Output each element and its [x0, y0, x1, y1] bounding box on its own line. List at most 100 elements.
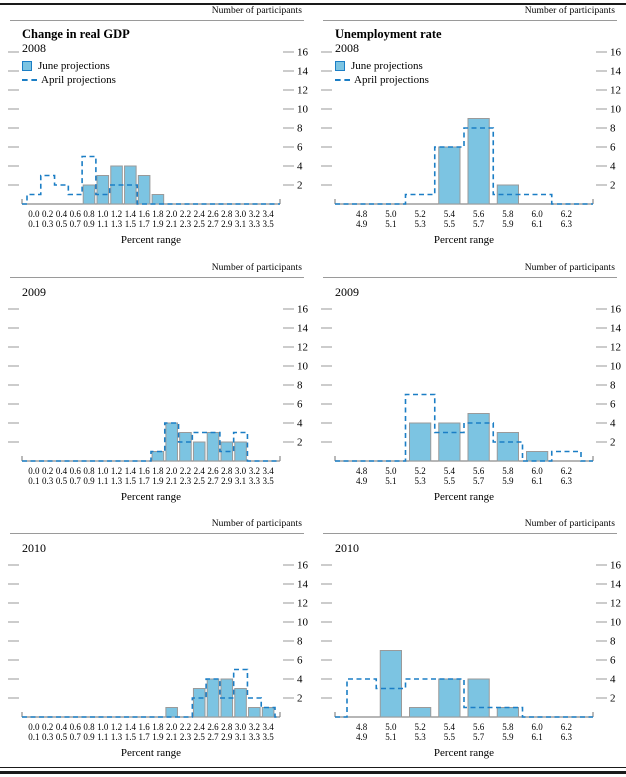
svg-text:1.7: 1.7	[138, 732, 150, 742]
svg-text:1.1: 1.1	[97, 732, 108, 742]
svg-text:1.1: 1.1	[97, 476, 108, 486]
svg-text:1.4: 1.4	[125, 209, 137, 219]
panel-overlay: Unemployment rate 2008 June projections …	[335, 28, 442, 87]
svg-text:4.9: 4.9	[356, 732, 368, 742]
panel-unemployment-2008: Number of participants Unemployment rate…	[319, 6, 621, 254]
svg-text:8: 8	[610, 123, 616, 135]
svg-text:0.5: 0.5	[56, 476, 68, 486]
svg-text:1.8: 1.8	[152, 209, 164, 219]
svg-text:0.0: 0.0	[28, 722, 40, 732]
y-axis-title: Number of participants	[524, 6, 615, 16]
svg-text:16: 16	[610, 560, 621, 572]
svg-text:2: 2	[610, 437, 616, 449]
svg-text:0.8: 0.8	[83, 209, 95, 219]
svg-text:1.9: 1.9	[152, 476, 164, 486]
svg-text:2.9: 2.9	[221, 219, 233, 229]
panel-overlay: 2010	[335, 541, 359, 555]
svg-text:16: 16	[610, 304, 621, 316]
svg-text:5.2: 5.2	[415, 466, 426, 476]
svg-text:3.5: 3.5	[262, 476, 274, 486]
svg-text:2.2: 2.2	[180, 209, 191, 219]
svg-text:1.8: 1.8	[152, 466, 164, 476]
svg-text:6.2: 6.2	[561, 722, 572, 732]
svg-text:10: 10	[610, 617, 621, 629]
svg-text:3.1: 3.1	[235, 476, 246, 486]
svg-text:0.3: 0.3	[42, 476, 54, 486]
svg-text:1.2: 1.2	[111, 722, 122, 732]
svg-text:5.1: 5.1	[385, 219, 396, 229]
svg-text:6.0: 6.0	[532, 466, 544, 476]
svg-text:6.3: 6.3	[561, 732, 573, 742]
svg-text:8: 8	[610, 380, 616, 392]
svg-text:0.4: 0.4	[56, 722, 68, 732]
svg-text:8: 8	[297, 636, 303, 648]
svg-text:5.4: 5.4	[444, 209, 456, 219]
panel-overlay: Change in real GDP 2008 June projections…	[22, 28, 130, 87]
svg-text:4: 4	[610, 418, 616, 430]
svg-text:12: 12	[610, 342, 621, 354]
svg-text:2.4: 2.4	[194, 466, 206, 476]
svg-text:Percent range: Percent range	[434, 747, 494, 759]
svg-text:2: 2	[297, 693, 303, 705]
svg-text:5.6: 5.6	[473, 209, 485, 219]
svg-text:1.3: 1.3	[111, 732, 123, 742]
legend-item-april: April projections	[335, 73, 442, 87]
y-axis-title: Number of participants	[211, 519, 302, 529]
svg-text:12: 12	[297, 85, 308, 97]
svg-text:0.2: 0.2	[42, 209, 53, 219]
svg-text:0.7: 0.7	[70, 476, 82, 486]
svg-text:8: 8	[297, 380, 303, 392]
svg-text:6.2: 6.2	[561, 209, 572, 219]
svg-text:2.5: 2.5	[194, 219, 206, 229]
header-rule	[10, 533, 304, 534]
header-rule	[10, 20, 304, 21]
svg-text:5.9: 5.9	[502, 476, 514, 486]
svg-text:1.4: 1.4	[125, 722, 137, 732]
svg-text:6.1: 6.1	[532, 732, 543, 742]
svg-text:1.5: 1.5	[125, 219, 137, 229]
svg-text:4: 4	[297, 418, 303, 430]
svg-text:5.0: 5.0	[385, 466, 397, 476]
legend-item-june: June projections	[335, 59, 442, 73]
svg-text:2.7: 2.7	[207, 732, 219, 742]
svg-text:14: 14	[610, 66, 621, 78]
svg-text:5.3: 5.3	[415, 219, 427, 229]
svg-text:1.5: 1.5	[125, 732, 137, 742]
svg-text:1.6: 1.6	[138, 722, 150, 732]
svg-text:0.2: 0.2	[42, 466, 53, 476]
svg-text:5.6: 5.6	[473, 722, 485, 732]
legend: June projections April projections	[335, 59, 442, 87]
svg-text:3.3: 3.3	[249, 476, 261, 486]
svg-text:14: 14	[297, 66, 308, 78]
svg-text:4: 4	[610, 161, 616, 173]
april-dash-swatch-icon	[22, 79, 37, 81]
svg-text:1.6: 1.6	[138, 209, 150, 219]
svg-text:2.0: 2.0	[166, 722, 178, 732]
svg-text:2.3: 2.3	[180, 732, 192, 742]
svg-text:12: 12	[297, 598, 308, 610]
svg-text:14: 14	[610, 323, 621, 335]
svg-text:2.0: 2.0	[166, 209, 178, 219]
svg-text:0.0: 0.0	[28, 209, 40, 219]
svg-text:5.1: 5.1	[385, 732, 396, 742]
y-axis-title: Number of participants	[211, 6, 302, 16]
svg-text:12: 12	[610, 85, 621, 97]
svg-text:1.0: 1.0	[97, 466, 109, 476]
svg-text:10: 10	[297, 617, 308, 629]
svg-text:16: 16	[297, 560, 308, 572]
svg-text:6.0: 6.0	[532, 209, 544, 219]
svg-text:6.3: 6.3	[561, 219, 573, 229]
svg-text:0.8: 0.8	[83, 722, 95, 732]
svg-text:1.8: 1.8	[152, 722, 164, 732]
svg-text:2.5: 2.5	[194, 476, 206, 486]
svg-text:5.2: 5.2	[415, 209, 426, 219]
panel-overlay: 2010	[22, 541, 46, 555]
svg-text:2.0: 2.0	[166, 466, 178, 476]
svg-text:6: 6	[610, 399, 616, 411]
panel-year: 2009	[22, 285, 46, 299]
svg-text:4.8: 4.8	[356, 466, 368, 476]
svg-text:3.0: 3.0	[235, 722, 247, 732]
svg-text:2.6: 2.6	[207, 209, 219, 219]
panel-gdp-2008: Number of participants Change in real GD…	[6, 6, 308, 254]
svg-text:16: 16	[297, 47, 308, 59]
